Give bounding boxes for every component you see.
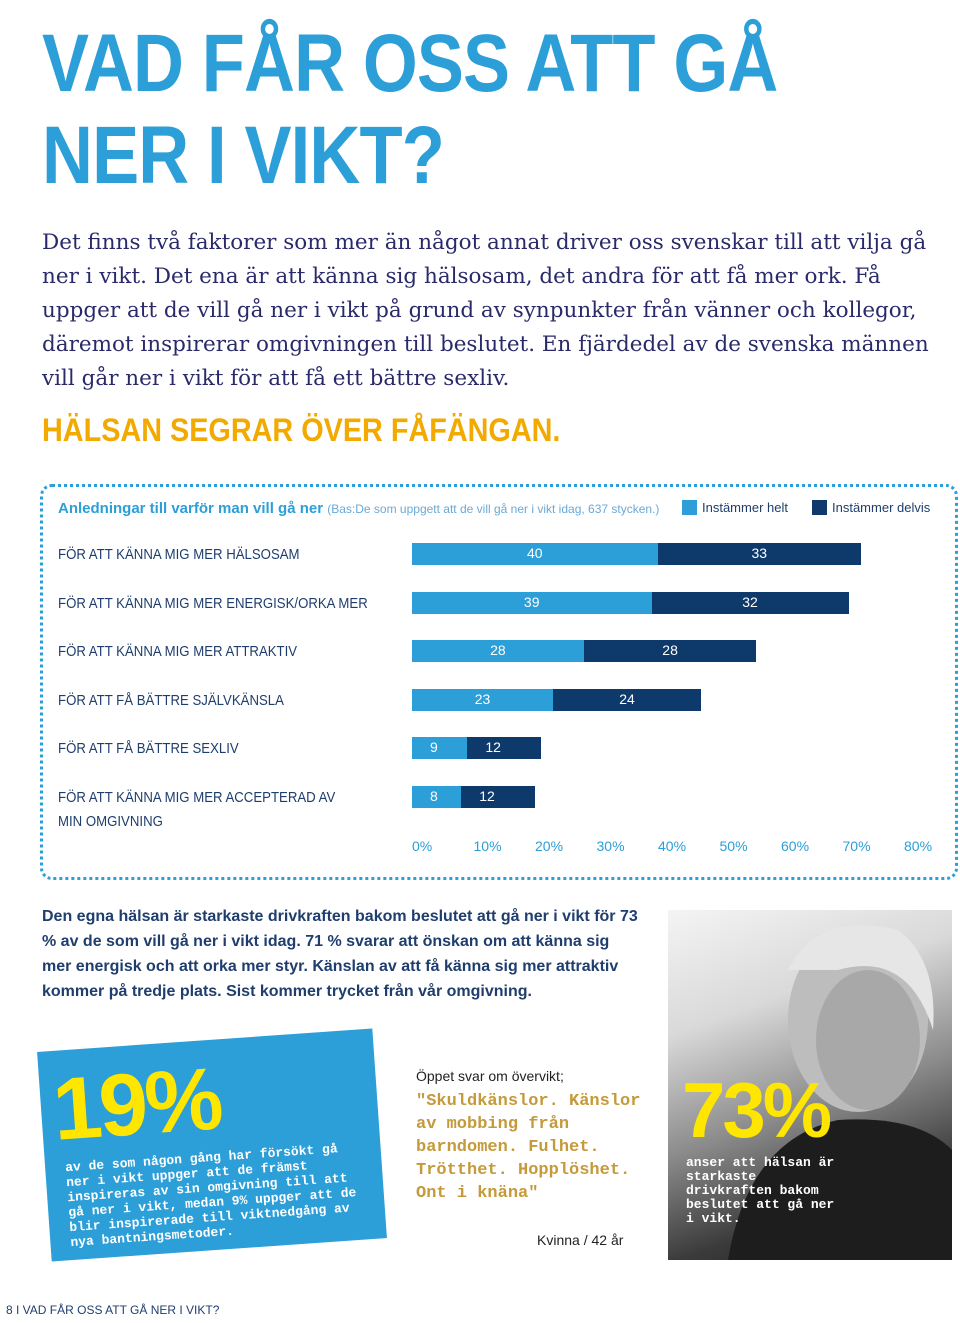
bar-instammer-helt: 8 xyxy=(412,786,462,808)
page-footer: 8 I VAD FÅR OSS ATT GÅ NER I VIKT? xyxy=(6,1303,220,1317)
x-tick-label: 20% xyxy=(535,838,564,854)
quote-text: "Skuldkänslor. Känslor av mobbing från b… xyxy=(416,1092,641,1203)
bar-instammer-delvis: 12 xyxy=(467,737,542,760)
legend-label-helt: Instämmer helt xyxy=(702,500,788,515)
x-tick-label: 0% xyxy=(412,838,433,854)
x-tick-label: 80% xyxy=(904,838,933,854)
stat-19-value: 19% xyxy=(49,1048,224,1159)
stat-73-text: anser att hälsan är starkaste drivkrafte… xyxy=(686,1155,835,1226)
x-tick-label: 60% xyxy=(781,838,810,854)
bar-value-label: 9 xyxy=(430,739,438,756)
quote-label: Öppet svar om övervikt; xyxy=(416,1068,564,1084)
category-label: FÖR ATT KÄNNA MIG MER ENERGISK/ORKA MER xyxy=(58,595,368,612)
x-tick-label: 70% xyxy=(842,838,871,854)
page-title: VAD FÅR OSS ATT GÅ NER I VIKT? xyxy=(42,18,778,202)
bar-value-label: 12 xyxy=(479,788,495,804)
bar-value-label: 23 xyxy=(474,690,491,707)
bar-value-label: 32 xyxy=(742,593,758,610)
chart-title-sub: (Bas:De som uppgett att de vill gå ner i… xyxy=(327,502,660,516)
legend-item-delvis: Instämmer delvis xyxy=(812,500,930,515)
bar-instammer-helt: 40 xyxy=(412,543,658,565)
bar-instammer-helt: 9 xyxy=(412,737,468,760)
bar-instammer-helt: 23 xyxy=(412,688,554,711)
bar-instammer-delvis: 33 xyxy=(658,543,861,565)
section-subhead: HÄLSAN SEGRAR ÖVER FÅFÄNGAN. xyxy=(42,412,561,448)
bar-value-label: 12 xyxy=(485,739,501,756)
bar-instammer-delvis: 28 xyxy=(584,640,757,663)
summary-text: Den egna hälsan är starkaste drivkraften… xyxy=(42,908,638,1000)
bar-value-label: 33 xyxy=(751,545,768,561)
bar-instammer-helt: 39 xyxy=(412,591,652,614)
legend-swatch-delvis xyxy=(812,500,827,515)
x-tick-label: 30% xyxy=(596,838,625,854)
portrait-silhouette xyxy=(728,925,952,1260)
category-label: FÖR ATT FÅ BÄTTRE SJÄLVKÄNSLA xyxy=(58,692,284,709)
quote-author: Kvinna / 42 år xyxy=(537,1232,624,1248)
bar-value-label: 40 xyxy=(527,545,543,561)
bar-instammer-helt: 28 xyxy=(412,640,585,663)
bar-instammer-delvis: 24 xyxy=(553,688,702,711)
category-label-line-1: FÖR ATT KÄNNA MIG MER ACCEPTERAD AV xyxy=(58,789,336,806)
title-line-1: VAD FÅR OSS ATT GÅ xyxy=(42,18,778,109)
legend-item-helt: Instämmer helt xyxy=(682,500,788,515)
portrait-photo: 73% anser att hälsan är starkaste drivkr… xyxy=(668,910,952,1260)
bar-value-label: 28 xyxy=(662,642,678,659)
x-tick-label: 50% xyxy=(719,838,748,854)
category-label-line-2: MIN OMGIVNING xyxy=(58,813,163,830)
category-label: FÖR ATT KÄNNA MIG MER ACCEPTERAD AV MIN … xyxy=(58,786,335,834)
intro-paragraph: Det finns två faktorer som mer än något … xyxy=(42,230,929,391)
category-label: FÖR ATT KÄNNA MIG MER HÄLSOSAM xyxy=(58,546,300,563)
bar-value-label: 28 xyxy=(490,642,506,659)
title-line-2: NER I VIKT? xyxy=(42,110,445,201)
x-tick-label: 10% xyxy=(473,838,502,854)
bar-value-label: 8 xyxy=(430,788,438,804)
chart-title-main: Anledningar till varför man vill gå ner xyxy=(58,500,324,517)
stat-73-value: 73% xyxy=(682,1066,832,1154)
bar-value-label: 24 xyxy=(619,690,635,707)
bar-instammer-delvis: 12 xyxy=(461,786,535,808)
category-label: FÖR ATT KÄNNA MIG MER ATTRAKTIV xyxy=(58,643,298,660)
legend-swatch-helt xyxy=(682,500,697,515)
chart-frame xyxy=(40,484,958,880)
category-label: FÖR ATT FÅ BÄTTRE SEXLIV xyxy=(58,740,239,757)
legend-label-delvis: Instämmer delvis xyxy=(832,500,931,515)
x-tick-label: 40% xyxy=(658,838,687,854)
bar-instammer-delvis: 32 xyxy=(651,591,849,614)
chart-title: Anledningar till varför man vill gå ner … xyxy=(58,500,659,517)
bar-value-label: 39 xyxy=(523,593,540,610)
stat-card-19: 19% av de som någon gång har försökt gå … xyxy=(37,1028,387,1262)
